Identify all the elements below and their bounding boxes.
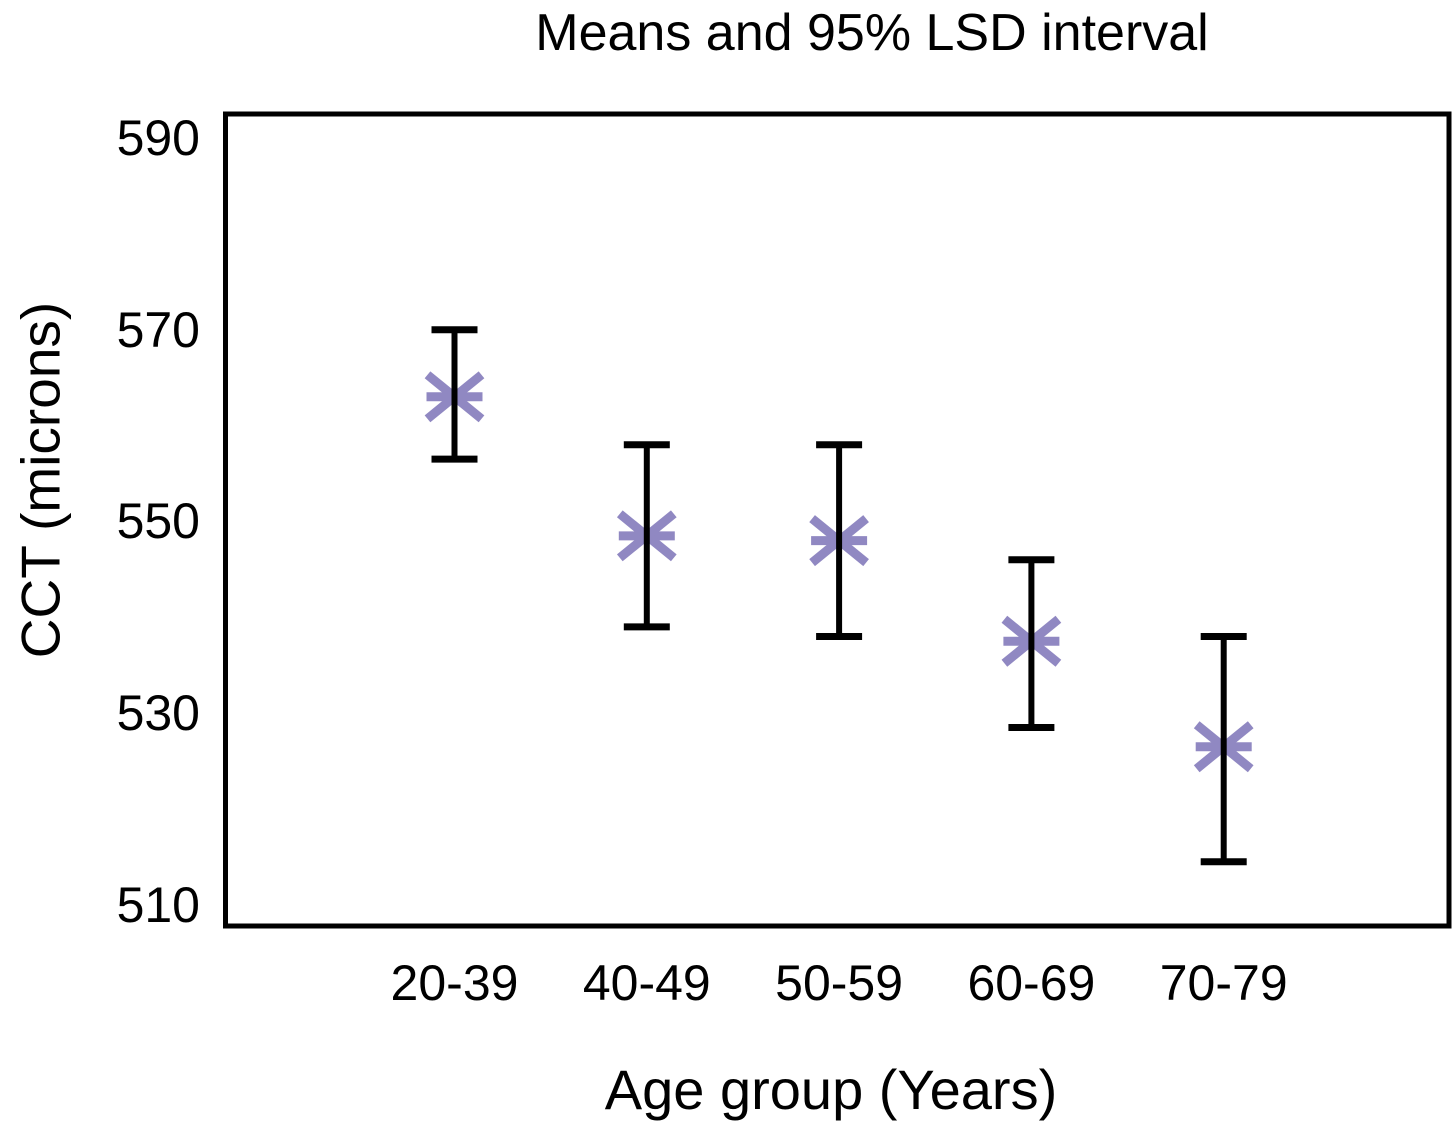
- x-tick-label: 40-49: [582, 955, 711, 1011]
- error-bar-70-79: [1200, 632, 1247, 866]
- error-bar-50-59: [816, 441, 863, 640]
- error-bar-20-39: [431, 326, 478, 463]
- axis-frame: [223, 111, 1452, 929]
- x-tick-label: 60-69: [967, 955, 1096, 1011]
- x-tick-label: 50-59: [775, 955, 904, 1011]
- error-bars: [431, 326, 1247, 866]
- error-bar-60-69: [1008, 556, 1055, 732]
- x-tick-label: 20-39: [390, 955, 519, 1011]
- y-tick-label: 570: [116, 301, 200, 358]
- y-tick-label: 510: [116, 876, 200, 933]
- y-tick-label: 530: [116, 685, 200, 742]
- x-axis-title: Age group (Years): [604, 1058, 1058, 1121]
- chart-title: Means and 95% LSD interval: [535, 4, 1209, 62]
- x-tick-label: 70-79: [1159, 955, 1288, 1011]
- error-bar-40-49: [623, 441, 670, 631]
- y-tick-label: 590: [116, 109, 200, 166]
- y-tick-label: 550: [116, 493, 200, 550]
